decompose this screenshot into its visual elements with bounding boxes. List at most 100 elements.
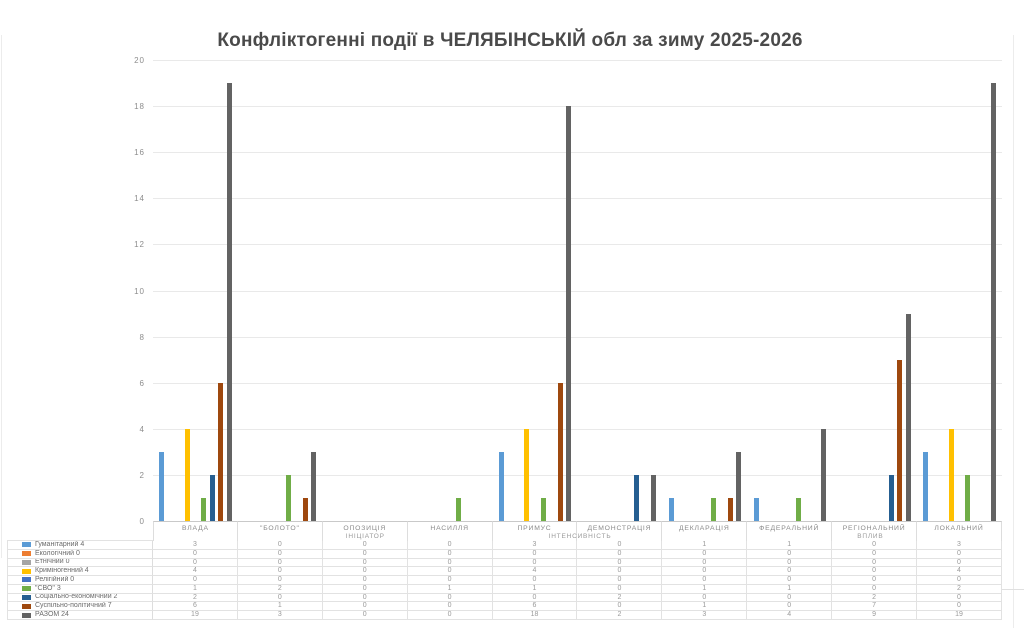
table-value-cell: 0 [832, 558, 918, 568]
table-value-cell: 0 [577, 602, 663, 612]
table-value-cell: 3 [237, 611, 323, 620]
page-edge-right [1013, 35, 1014, 628]
y-axis-tick-label: 12 [134, 240, 145, 250]
table-value-cell: 0 [577, 558, 663, 568]
chart-bar [634, 474, 640, 521]
bar-group-9 [832, 60, 917, 521]
y-axis-tick-label: 20 [134, 56, 145, 65]
table-value-cell: 1 [407, 584, 493, 594]
table-value-cell: 0 [662, 576, 748, 585]
table-value-cell: 0 [322, 611, 408, 620]
table-value-cell: 0 [237, 541, 323, 550]
table-value-cell: 0 [917, 593, 1002, 603]
legend-label: Релігійний 0 [35, 576, 75, 583]
chart-bar [218, 382, 224, 521]
table-value-cell: 0 [832, 567, 918, 577]
legend-color-swatch [22, 586, 31, 592]
table-value-cell: 0 [577, 567, 663, 577]
table-column-header: ПРИМУС [492, 521, 578, 541]
table-value-cell: 3 [492, 541, 578, 550]
table-value-cell: 0 [322, 584, 408, 594]
chart-bar [524, 428, 530, 521]
chart-bar [727, 497, 733, 521]
table-value-cell: 0 [662, 549, 748, 559]
bar-group-8 [747, 60, 832, 521]
chart-bar [668, 497, 674, 521]
gridline [153, 198, 1002, 200]
gridline [153, 290, 1002, 292]
table-value-cell: 0 [917, 549, 1002, 559]
table-value-cell: 0 [322, 549, 408, 559]
table-value-cell: 1 [662, 584, 748, 594]
table-value-cell: 0 [662, 567, 748, 577]
y-axis-tick-label: 2 [139, 470, 145, 480]
table-column-header: ОПОЗИЦІЯ [322, 521, 408, 541]
table-value-cell: 0 [492, 549, 578, 559]
legend-item: Криміногенний 4 [7, 567, 153, 577]
y-axis-tick-label: 8 [139, 332, 145, 342]
table-value-cell: 0 [577, 541, 663, 550]
legend-item: Етнічний 0 [7, 558, 153, 568]
table-value-cell: 0 [322, 593, 408, 603]
chart-title: Конфліктогенні події в ЧЕЛЯБІНСЬКІЙ обл … [217, 30, 803, 51]
table-value-cell: 0 [153, 576, 238, 585]
chart-bar [990, 83, 996, 521]
chart-bar [566, 106, 572, 521]
bar-group-1 [153, 60, 238, 521]
table-value-cell: 2 [153, 593, 238, 603]
table-value-cell: 1 [747, 541, 833, 550]
chart-bar [923, 451, 929, 521]
table-value-cell: 3 [917, 541, 1002, 550]
table-value-cell: 4 [747, 611, 833, 620]
table-value-cell: 0 [407, 567, 493, 577]
plot-area: 0 2 4 6 8 10 12 14 16 18 20 [134, 56, 1002, 526]
table-corner-cell [7, 521, 153, 541]
table-value-cell: 0 [407, 593, 493, 603]
table-value-cell: 1 [662, 602, 748, 612]
gridline [153, 428, 1002, 430]
table-value-cell: 4 [917, 567, 1002, 577]
table-value-cell: 0 [917, 558, 1002, 568]
table-value-cell: 0 [407, 541, 493, 550]
chart-bar [820, 428, 826, 521]
legend-color-swatch [22, 594, 31, 600]
table-value-cell: 0 [153, 558, 238, 568]
table-value-cell: 1 [662, 541, 748, 550]
table-value-cell: 7 [832, 602, 918, 612]
table-value-cell: 0 [577, 549, 663, 559]
bar-group-6 [578, 60, 663, 521]
table-column-header: РЕГІОНАЛЬНИЙ [832, 521, 918, 541]
table-value-cell: 0 [322, 541, 408, 550]
table-value-cell: 0 [832, 549, 918, 559]
chart-bar [557, 382, 563, 521]
table-value-cell: 0 [747, 558, 833, 568]
legend-item: Суспільно-політичний 7 [7, 602, 153, 612]
legend-color-swatch [22, 559, 31, 565]
legend-color-swatch [22, 568, 31, 574]
table-value-cell: 0 [153, 549, 238, 559]
legend-label: Етнічний 0 [35, 558, 70, 566]
bar-group-4 [408, 60, 493, 521]
table-value-cell: 0 [747, 576, 833, 585]
gridline [153, 336, 1002, 338]
table-value-cell: 0 [407, 611, 493, 620]
chart-bar [498, 451, 504, 521]
y-axis-tick-label: 0 [139, 517, 145, 526]
table-value-cell: 6 [492, 602, 578, 612]
chart-bar [311, 451, 317, 521]
table-column-header: ЛОКАЛЬНИЙ [917, 521, 1002, 541]
table-column-header: ВЛАДА [153, 521, 238, 541]
y-axis-tick-label: 10 [134, 286, 145, 296]
y-axis-tick-label: 6 [139, 378, 145, 388]
chart-bar [795, 497, 801, 521]
table-value-cell: 2 [577, 611, 663, 620]
table-value-cell: 3 [153, 541, 238, 550]
chart-bar [905, 313, 911, 521]
table-value-cell: 0 [407, 602, 493, 612]
bar-group-2 [238, 60, 323, 521]
chart-bar [735, 451, 741, 521]
table-value-cell: 0 [492, 576, 578, 585]
table-value-cell: 0 [747, 593, 833, 603]
chart-bar [209, 474, 215, 521]
gridline [153, 244, 1002, 246]
